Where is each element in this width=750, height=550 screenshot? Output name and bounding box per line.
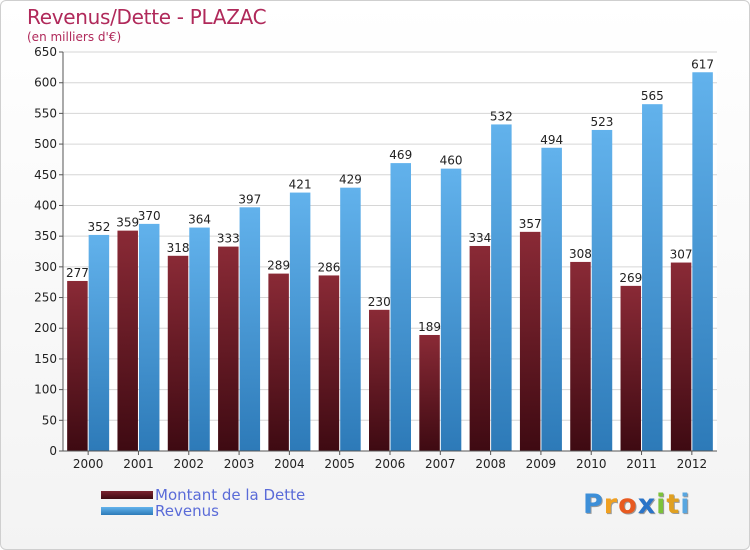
y-tick-label: 200 xyxy=(34,321,57,335)
bar-debt-2012 xyxy=(670,262,692,451)
x-tick-label: 2008 xyxy=(475,457,506,471)
chart-legend: Montant de la Dette Revenus xyxy=(101,487,305,519)
x-tick-label: 2010 xyxy=(576,457,607,471)
legend-item-debt: Montant de la Dette xyxy=(101,487,305,503)
bar-revenue-2001 xyxy=(138,223,160,451)
legend-swatch-debt xyxy=(101,491,153,499)
legend-swatch-revenue xyxy=(101,507,153,515)
proxiti-logo: Proxiti xyxy=(583,489,691,520)
data-label-debt-2012: 307 xyxy=(670,248,693,262)
bar-revenue-2008 xyxy=(491,124,512,452)
legend-label-revenue: Revenus xyxy=(155,502,219,520)
legend-item-revenue: Revenus xyxy=(101,503,305,519)
chart-subtitle: (en milliers d'€) xyxy=(27,30,122,44)
bar-debt-2000 xyxy=(67,280,88,451)
x-tick-label: 2000 xyxy=(73,457,104,471)
x-tick-label: 2004 xyxy=(274,457,305,471)
data-label-revenue-2001: 370 xyxy=(138,209,161,223)
x-tick-label: 2003 xyxy=(224,457,255,471)
data-label-revenue-2003: 397 xyxy=(238,192,261,206)
bar-debt-2002 xyxy=(167,255,189,451)
x-tick-label: 2001 xyxy=(123,457,154,471)
x-tick-label: 2012 xyxy=(677,457,708,471)
y-tick-label: 650 xyxy=(34,45,57,59)
data-label-debt-2006: 230 xyxy=(368,295,391,309)
data-label-revenue-2006: 469 xyxy=(389,148,412,162)
y-tick-label: 350 xyxy=(34,229,57,243)
data-label-debt-2001: 359 xyxy=(116,216,139,230)
bar-debt-2001 xyxy=(117,230,138,451)
logo-letter: x xyxy=(637,489,657,520)
bar-revenue-2007 xyxy=(440,168,462,451)
chart-title: Revenus/Dette - PLAZAC xyxy=(27,5,267,29)
bar-debt-2010 xyxy=(570,261,591,451)
y-tick-label: 550 xyxy=(34,106,57,120)
x-tick-label: 2009 xyxy=(526,457,557,471)
y-tick-label: 0 xyxy=(49,444,57,458)
data-label-debt-2011: 269 xyxy=(619,271,642,285)
x-tick-label: 2002 xyxy=(173,457,204,471)
data-label-revenue-2007: 460 xyxy=(440,154,463,168)
data-label-revenue-2011: 565 xyxy=(641,89,664,103)
bar-debt-2005 xyxy=(318,275,340,451)
bar-debt-2004 xyxy=(268,273,289,451)
x-tick-label: 2006 xyxy=(375,457,406,471)
y-tick-label: 500 xyxy=(34,137,57,151)
logo-letter: i xyxy=(656,489,667,520)
y-tick-label: 100 xyxy=(34,383,57,397)
bar-revenue-2011 xyxy=(642,104,663,451)
data-label-revenue-2008: 532 xyxy=(490,109,513,123)
bar-revenue-2000 xyxy=(88,234,110,451)
bar-revenue-2006 xyxy=(390,163,411,452)
data-label-revenue-2004: 421 xyxy=(289,178,312,192)
data-label-debt-2009: 357 xyxy=(519,217,542,231)
data-label-debt-2003: 333 xyxy=(217,232,240,246)
legend-label-debt: Montant de la Dette xyxy=(155,486,306,504)
bar-debt-2009 xyxy=(519,231,541,451)
y-tick-label: 400 xyxy=(34,198,57,212)
data-label-debt-2007: 189 xyxy=(418,320,441,334)
x-tick-label: 2011 xyxy=(626,457,657,471)
logo-letter: P xyxy=(583,489,604,520)
data-label-debt-2000: 277 xyxy=(66,266,89,280)
data-label-revenue-2012: 617 xyxy=(691,57,714,71)
logo-letter: r xyxy=(603,489,619,520)
y-tick-label: 300 xyxy=(34,260,57,274)
data-label-debt-2005: 286 xyxy=(317,260,340,274)
y-tick-label: 600 xyxy=(34,76,57,90)
x-tick-label: 2007 xyxy=(425,457,456,471)
data-label-debt-2010: 308 xyxy=(569,247,592,261)
bar-revenue-2010 xyxy=(591,129,613,451)
plot-area xyxy=(63,52,717,451)
bar-debt-2007 xyxy=(419,334,440,451)
bar-debt-2011 xyxy=(620,285,642,451)
logo-letter: o xyxy=(618,489,638,520)
bar-revenue-2012 xyxy=(692,72,713,451)
logo-letter: i xyxy=(680,489,691,520)
bar-revenue-2004 xyxy=(289,192,311,451)
data-label-revenue-2009: 494 xyxy=(540,133,563,147)
bar-revenue-2003 xyxy=(239,207,261,451)
y-tick-label: 450 xyxy=(34,168,57,182)
y-tick-label: 250 xyxy=(34,291,57,305)
bar-revenue-2002 xyxy=(189,227,210,451)
y-tick-label: 50 xyxy=(42,413,57,427)
logo-letter: t xyxy=(666,489,681,520)
bar-debt-2006 xyxy=(369,309,390,451)
y-tick-label: 150 xyxy=(34,352,57,366)
bar-debt-2008 xyxy=(469,245,491,451)
data-label-revenue-2000: 352 xyxy=(87,220,110,234)
data-label-revenue-2005: 429 xyxy=(339,173,362,187)
data-label-debt-2002: 318 xyxy=(167,241,190,255)
data-label-revenue-2002: 364 xyxy=(188,213,211,227)
bar-revenue-2005 xyxy=(340,187,361,451)
bar-debt-2003 xyxy=(218,246,239,451)
data-label-debt-2008: 334 xyxy=(468,231,491,245)
bar-revenue-2009 xyxy=(541,147,562,451)
data-label-revenue-2010: 523 xyxy=(591,115,614,129)
x-tick-label: 2005 xyxy=(324,457,355,471)
data-label-debt-2004: 289 xyxy=(267,259,290,273)
